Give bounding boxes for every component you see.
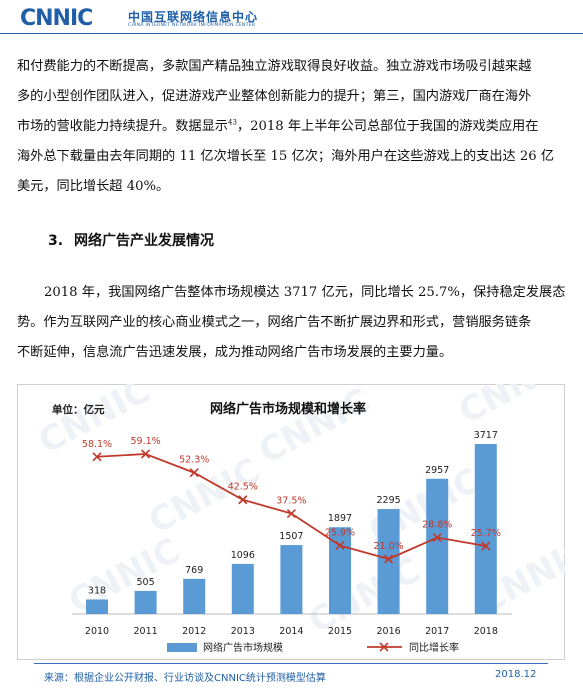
bar-value-label: 505: [137, 577, 155, 588]
x-tick-label: 2012: [182, 626, 206, 637]
bar-value-label: 1897: [328, 513, 352, 524]
growth-rate-point: [384, 554, 394, 564]
section-title: 网络广告产业发展情况: [74, 233, 214, 249]
growth-rate-point: [92, 452, 102, 462]
growth-rate-label: 25.9%: [325, 527, 355, 538]
paragraph-2: 2018 年，我国网络广告整体市场规模达 3717 亿元，同比增长 25.7%，…: [17, 278, 573, 368]
bar: [329, 527, 351, 614]
x-tick-label: 2015: [328, 626, 352, 637]
paragraph-1-line-3-head: 市场的营收能力持续提升。数据显示: [17, 119, 228, 134]
legend-line-label: 同比增长率: [409, 641, 459, 654]
paragraph-1-line-3: 市场的营收能力持续提升。数据显示43，2018 年上半年公司总部位于我国的游戏类…: [17, 112, 573, 142]
growth-rate-label: 21.0%: [374, 541, 404, 552]
paragraph-1-line-2: 多的小型创作团队进入，促进游戏产业整体创新能力的提升；第三，国内游戏厂商在海外: [17, 89, 532, 104]
x-tick-label: 2011: [134, 626, 158, 637]
source-divider: [34, 663, 548, 664]
growth-rate-point: [335, 540, 345, 551]
bar: [86, 599, 108, 614]
paragraph-1-line-3-tail: ，2018 年上半年公司总部位于我国的游戏类应用在: [236, 119, 539, 134]
section-number: 3.: [48, 233, 64, 249]
growth-rate-label: 42.5%: [228, 482, 258, 493]
footnote-ref[interactable]: 43: [228, 118, 237, 127]
chart-unit-label: 单位：亿元: [52, 404, 105, 416]
bar-value-label: 1507: [279, 531, 303, 542]
org-name-en: CHINA INTERNET NETWORK INFORMATION CENTE…: [128, 23, 256, 28]
growth-rate-label: 59.1%: [131, 436, 161, 447]
paragraph-1-line-4: 海外总下载量由去年同期的 11 亿次增长至 15 亿次；海外用户在这些游戏上的支…: [17, 149, 555, 164]
org-name-cn: 中国互联网络信息中心: [128, 10, 259, 24]
source-date: 2018.12: [495, 669, 537, 680]
cnnic-logo: CNNIC: [20, 6, 93, 31]
growth-rate-point: [286, 508, 296, 519]
bar-value-label: 769: [185, 565, 203, 576]
paragraph-1: 和付费能力的不断提高，多款国产精品独立游戏取得良好收益。独立游戏市场吸引越来越 …: [17, 52, 573, 202]
growth-rate-point: [238, 495, 248, 505]
bar: [377, 509, 400, 614]
growth-rate-label: 58.1%: [82, 439, 112, 450]
legend-bar-swatch: [167, 643, 197, 652]
section-heading: 3. 网络广告产业发展情况: [48, 230, 214, 250]
bar-value-label: 2957: [425, 465, 449, 476]
growth-rate-point: [189, 468, 199, 478]
paragraph-1-line-5: 美元，同比增长超 40%。: [17, 179, 170, 194]
x-tick-label: 2013: [231, 626, 255, 637]
growth-rate-label: 37.5%: [276, 496, 306, 507]
legend-bar-label: 网络广告市场规模: [203, 641, 283, 654]
x-tick-label: 2016: [377, 626, 401, 637]
bar: [474, 444, 497, 614]
growth-rate-point: [481, 541, 491, 551]
growth-rate-point: [432, 532, 442, 543]
bar: [231, 563, 254, 614]
paragraph-2-line-1: 2018 年，我国网络广告整体市场规模达 3717 亿元，同比增长 25.7%，…: [44, 285, 566, 300]
x-tick-label: 2017: [425, 626, 449, 637]
bar: [426, 478, 449, 614]
source-note: 来源：根据企业公开财报、行业访谈及CNNIC统计预测模型估算: [44, 673, 326, 684]
paragraph-2-line-2: 势。作为互联网产业的核心商业模式之一，网络广告不断扩展边界和形式，营销服务链条: [17, 315, 532, 330]
x-tick-label: 2010: [85, 626, 109, 637]
page-header: CNNIC 中国互联网络信息中心 CHINA INTERNET NETWORK …: [0, 0, 583, 36]
bar-value-label: 318: [88, 585, 106, 596]
paragraph-1-line-1: 和付费能力的不断提高，多款国产精品独立游戏取得良好收益。独立游戏市场吸引越来越: [17, 59, 532, 74]
bar-value-label: 3717: [474, 430, 498, 441]
growth-rate-label: 28.8%: [422, 520, 452, 531]
chart-title: 网络广告市场规模和增长率: [210, 402, 367, 417]
x-tick-label: 2014: [279, 626, 303, 637]
growth-rate-label: 52.3%: [179, 455, 209, 466]
header-divider: [0, 33, 583, 34]
x-tick-label: 2018: [474, 626, 498, 637]
growth-rate-label: 25.7%: [471, 528, 501, 539]
bar: [134, 590, 157, 614]
bar-value-label: 2295: [377, 495, 401, 506]
legend-line-marker: [379, 642, 389, 652]
bar: [183, 578, 206, 614]
chart-container: CNNIC CNNIC CNNIC CNNIC CNNIC CNNIC CNNIC CNNIC…: [17, 384, 565, 660]
bar: [280, 545, 303, 614]
bar-value-label: 1096: [231, 550, 255, 561]
paragraph-2-line-3: 不断延伸，信息流广告迅速发展，成为推动网络广告市场发展的主要力量。: [17, 345, 453, 360]
growth-rate-point: [141, 449, 151, 459]
